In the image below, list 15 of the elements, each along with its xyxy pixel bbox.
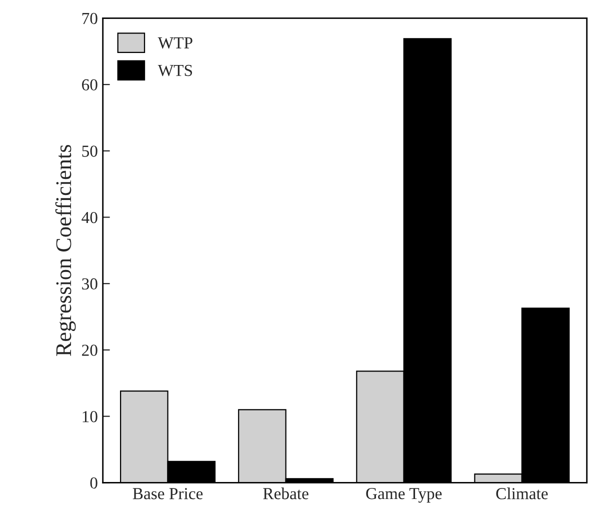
y-axis-title: Regression Coefficients bbox=[55, 144, 76, 356]
x-tick-label: Rebate bbox=[263, 488, 308, 500]
y-tick-label: 50 bbox=[82, 146, 98, 157]
x-tick-label: Base Price bbox=[132, 488, 203, 500]
legend-label: WTP bbox=[158, 37, 192, 49]
legend-label: WTS bbox=[158, 64, 192, 76]
y-tick-label: 0 bbox=[90, 477, 98, 489]
y-tick-label: 70 bbox=[82, 12, 98, 24]
y-tick-label: 60 bbox=[82, 79, 98, 90]
y-tick-label: 30 bbox=[82, 278, 98, 290]
y-tick-label: 10 bbox=[82, 411, 98, 422]
y-tick-label: 20 bbox=[82, 344, 98, 356]
y-tick-label: 40 bbox=[82, 212, 98, 224]
x-tick-label: Game Type bbox=[366, 488, 442, 503]
x-tick-label: Climate bbox=[496, 488, 548, 500]
